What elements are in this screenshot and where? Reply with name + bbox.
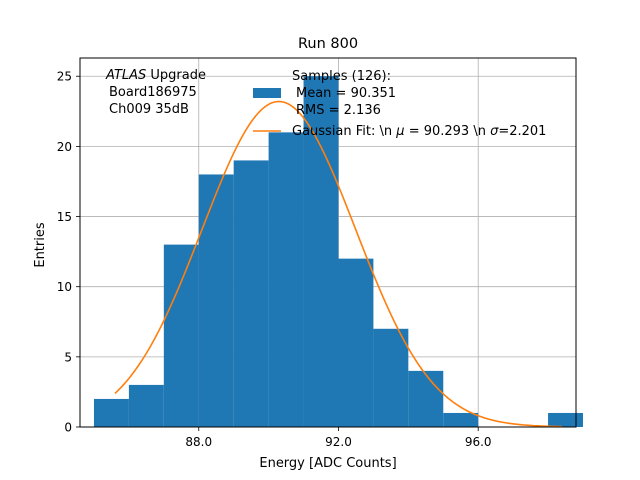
gaussian-fit-line [114, 100, 563, 428]
y-tick-label: 0 [64, 421, 72, 435]
legend-histogram-line-2: Mean = 90.351 [296, 86, 396, 101]
legend-fit-sigma: σ [490, 124, 499, 139]
legend-histogram-line-3: RMS = 2.136 [296, 103, 381, 118]
atlas-annotation: ATLAS Upgrade Board186975 Ch009 35dB [105, 68, 206, 117]
histogram-bar [268, 132, 304, 428]
legend: Samples (126): Mean = 90.351 RMS = 2.136… [253, 69, 546, 139]
y-tick-label: 15 [57, 210, 72, 224]
y-tick-label: 10 [57, 280, 72, 294]
histogram-bar [93, 398, 129, 427]
histogram-bar [233, 160, 269, 427]
x-axis-label: Energy [ADC Counts] [259, 456, 396, 471]
histogram-bar [163, 244, 199, 427]
chart-title: Run 800 [298, 36, 358, 52]
legend-histogram-swatch [253, 88, 281, 98]
histogram-bar [408, 370, 444, 427]
legend-histogram-line-1: Samples (126): [292, 69, 391, 84]
histogram-bar [443, 412, 479, 427]
legend-fit-mu: μ [395, 124, 404, 139]
channel-label: Ch009 35dB [109, 102, 189, 117]
bar-layer [93, 76, 583, 428]
fit-layer [114, 100, 563, 428]
histogram-bar [373, 328, 409, 427]
board-label: Board186975 [109, 85, 197, 100]
x-tick-label: 92.0 [325, 435, 352, 449]
axis-layer: 88.0 92.0 96.0 0 5 10 15 20 25 [57, 57, 577, 449]
plot-frame [79, 57, 577, 428]
histogram-bar [128, 384, 164, 427]
histogram-bar [548, 412, 583, 427]
legend-fit-label: Gaussian Fit: \n μ = 90.293 \n σ=2.201 [292, 124, 546, 139]
y-tick-label: 20 [57, 140, 72, 154]
histogram-bar [303, 76, 339, 428]
x-tick-label: 88.0 [185, 435, 212, 449]
histogram-bar [338, 258, 374, 427]
histogram-bar [198, 174, 234, 427]
upgrade-label: Upgrade [146, 68, 206, 83]
atlas-label: ATLAS [105, 68, 146, 83]
legend-fit-suffix: =2.201 [498, 124, 546, 139]
y-tick-label: 25 [57, 70, 72, 84]
atlas-label-line: ATLAS Upgrade [105, 68, 206, 83]
legend-fit-prefix: Gaussian Fit: \n [292, 124, 396, 139]
x-tick-label: 96.0 [465, 435, 492, 449]
y-axis-label: Entries [33, 222, 48, 268]
y-tick-label: 5 [64, 350, 72, 364]
legend-fit-mid: = 90.293 \n [405, 124, 491, 139]
